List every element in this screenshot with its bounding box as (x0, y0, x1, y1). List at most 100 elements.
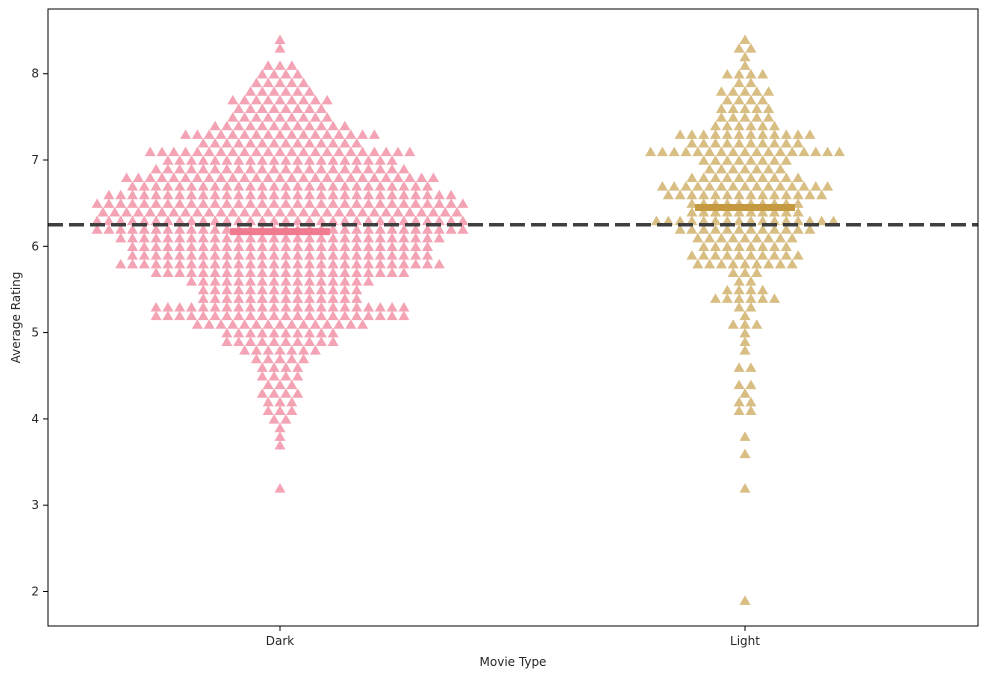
data-point-light (763, 86, 775, 96)
data-point-dark (150, 241, 162, 252)
data-point-dark (292, 327, 304, 338)
data-point-dark (186, 181, 197, 191)
data-point-dark (209, 232, 221, 243)
data-point-dark (422, 250, 433, 260)
data-point-dark (209, 155, 221, 165)
data-point-light (733, 215, 745, 226)
data-point-light (739, 448, 751, 459)
data-point-light (798, 146, 810, 157)
data-point-dark (410, 232, 422, 243)
data-point-dark (327, 267, 339, 277)
data-point-light (757, 250, 769, 260)
data-point-light (733, 301, 745, 312)
data-point-dark (186, 189, 197, 200)
data-point-light (721, 241, 733, 252)
data-point-light (792, 129, 804, 139)
data-point-dark (315, 267, 327, 277)
data-point-dark (422, 258, 433, 269)
data-point-dark (274, 43, 286, 53)
data-point-dark (339, 276, 351, 286)
data-point-dark (327, 189, 339, 200)
data-point-dark (304, 293, 315, 303)
data-point-light (739, 345, 751, 355)
data-point-dark (286, 60, 298, 70)
data-point-dark (162, 301, 174, 312)
data-point-dark (351, 250, 363, 260)
data-point-dark (280, 138, 292, 148)
data-point-dark (245, 327, 256, 338)
data-point-dark (333, 207, 345, 217)
data-point-dark (292, 138, 304, 148)
data-point-dark (174, 189, 186, 200)
data-point-dark (292, 284, 304, 295)
data-point-dark (374, 155, 386, 165)
data-point-dark (339, 198, 351, 208)
data-point-dark (274, 353, 286, 364)
data-point-light (751, 319, 763, 329)
data-point-dark (321, 94, 333, 105)
data-point-dark (280, 241, 292, 252)
data-point-light (710, 224, 721, 234)
data-point-dark (180, 146, 192, 157)
data-point-dark (144, 172, 156, 183)
data-point-dark (398, 250, 410, 260)
data-point-light (710, 293, 721, 303)
data-point-light (757, 207, 769, 217)
x-tick-label-light: Light (730, 634, 760, 648)
data-point-dark (186, 258, 197, 269)
data-point-light (721, 94, 733, 105)
data-point-dark (186, 155, 197, 165)
data-point-dark (162, 267, 174, 277)
data-point-light (757, 129, 769, 139)
data-point-light (727, 103, 739, 113)
data-point-light (698, 224, 710, 234)
data-point-light (739, 431, 751, 441)
data-point-dark (197, 241, 209, 252)
data-point-dark (410, 241, 422, 252)
data-point-dark (363, 258, 374, 269)
data-point-dark (186, 301, 197, 312)
data-point-dark (115, 198, 127, 208)
data-point-light (686, 172, 698, 183)
data-point-dark (256, 388, 268, 398)
data-point-dark (433, 215, 445, 226)
data-point-light (739, 112, 751, 122)
data-point-light (680, 181, 692, 191)
data-point-dark (410, 250, 422, 260)
data-point-dark (363, 189, 374, 200)
data-point-light (745, 301, 757, 312)
data-point-dark (221, 232, 233, 243)
data-point-light (798, 181, 810, 191)
data-point-dark (186, 276, 197, 286)
data-point-light (792, 224, 804, 234)
data-point-dark (103, 224, 115, 234)
data-point-light (780, 207, 792, 217)
data-point-dark (339, 215, 351, 226)
data-point-dark (298, 146, 310, 157)
x-axis: Dark Light (266, 626, 760, 648)
data-point-light (721, 129, 733, 139)
data-point-light (733, 284, 745, 295)
y-tick-label: 6 (31, 239, 39, 253)
data-point-light (727, 319, 739, 329)
data-point-dark (245, 293, 256, 303)
data-point-dark (404, 207, 416, 217)
data-point-dark (339, 241, 351, 252)
data-point-dark (127, 232, 138, 243)
data-point-light (745, 172, 757, 183)
data-point-light (780, 138, 792, 148)
data-point-dark (209, 293, 221, 303)
data-point-dark (427, 172, 439, 183)
data-point-dark (221, 224, 233, 234)
data-point-dark (386, 258, 398, 269)
data-point-dark (197, 138, 209, 148)
data-point-dark (197, 284, 209, 295)
data-point-dark (162, 215, 174, 226)
data-point-light (686, 224, 698, 234)
data-point-dark (203, 146, 215, 157)
data-point-dark (304, 163, 315, 174)
data-point-dark (138, 232, 150, 243)
data-point-dark (256, 370, 268, 381)
data-point-dark (115, 215, 127, 226)
data-point-dark (150, 198, 162, 208)
